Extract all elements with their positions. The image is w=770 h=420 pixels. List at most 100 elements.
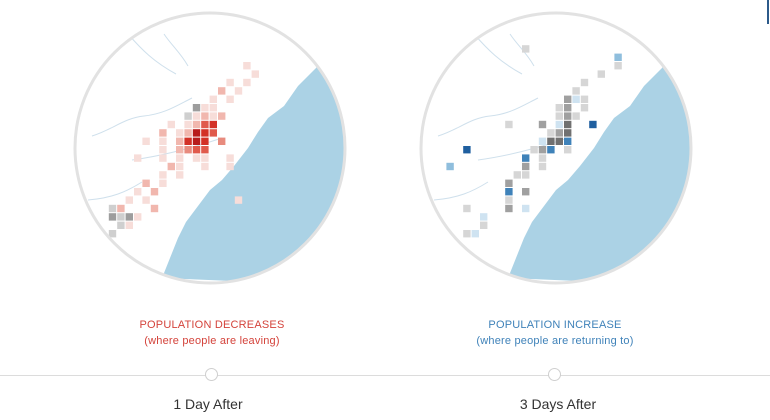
population-cell (134, 213, 142, 221)
population-cell (209, 112, 217, 120)
ocean-area (162, 13, 345, 283)
population-cell (505, 188, 513, 196)
timeline-step-3-days[interactable] (548, 368, 561, 381)
population-cell (218, 87, 226, 95)
population-cell (192, 129, 201, 137)
population-cell (159, 146, 167, 154)
population-cell (572, 112, 580, 120)
population-cell (572, 95, 580, 103)
population-cell (209, 104, 217, 112)
population-cell (505, 179, 513, 187)
population-cell (547, 129, 555, 137)
population-cell (226, 78, 234, 87)
timeline-track (0, 375, 770, 376)
population-cell (234, 87, 243, 95)
population-cell (480, 213, 488, 221)
population-cell (184, 137, 192, 145)
population-cell (176, 154, 184, 162)
population-cell (505, 204, 513, 213)
circular-map (73, 11, 347, 285)
river-line (87, 181, 143, 201)
population-cell (564, 146, 572, 154)
population-cell (505, 196, 513, 204)
population-cell (159, 171, 167, 179)
population-cell (142, 179, 150, 187)
population-cell (108, 204, 117, 213)
population-cell (471, 230, 479, 238)
population-cell (522, 171, 530, 179)
population-cell (555, 120, 563, 129)
river-line (163, 33, 189, 67)
population-cell (192, 120, 201, 129)
population-cell (201, 154, 209, 162)
population-cell (184, 112, 192, 120)
population-cell (522, 45, 530, 53)
population-cell (480, 221, 488, 229)
population-cell (159, 129, 167, 137)
population-cell (117, 204, 125, 213)
population-cell (142, 196, 150, 204)
population-cell (125, 213, 133, 221)
caption-subtitle: (where people are returning to) (476, 335, 634, 347)
step-label-3-days[interactable]: 3 Days After (519, 396, 597, 412)
population-cell (555, 112, 563, 120)
river-line (433, 181, 489, 201)
population-cell (134, 188, 142, 196)
caption-title: POPULATION INCREASE (488, 319, 622, 331)
population-cell (226, 154, 234, 162)
population-cell (538, 137, 547, 145)
population-cell (159, 179, 167, 187)
population-cell (209, 129, 217, 137)
population-cell (201, 104, 209, 112)
population-cell (589, 120, 597, 129)
population-cell (614, 53, 622, 61)
population-cell (201, 137, 209, 145)
population-cell (580, 95, 589, 103)
population-cell (522, 188, 530, 196)
map-border (73, 11, 347, 285)
population-cell (234, 196, 243, 204)
population-cell (159, 137, 167, 145)
river-line (91, 97, 193, 137)
population-cell (192, 112, 201, 120)
population-cell (580, 78, 589, 87)
population-cell (176, 171, 184, 179)
population-cell (446, 162, 454, 171)
population-cell (176, 146, 184, 154)
population-cell (176, 129, 184, 137)
population-cell (555, 129, 563, 137)
population-cell (192, 137, 201, 145)
population-cell (597, 70, 605, 78)
population-cell (167, 162, 175, 171)
population-cell (564, 137, 572, 145)
population-cell (184, 146, 192, 154)
population-cell (167, 120, 175, 129)
step-label-1-day[interactable]: 1 Day After (173, 396, 243, 412)
edge-indicator (767, 0, 769, 24)
population-cell (201, 162, 209, 171)
population-cell (614, 62, 622, 70)
population-cell (108, 213, 117, 221)
population-cell (538, 146, 547, 154)
population-cell (564, 104, 572, 112)
population-cell (117, 221, 125, 229)
population-cell (513, 171, 521, 179)
map-day1 (72, 10, 348, 286)
population-cell (201, 120, 209, 129)
caption-title: POPULATION DECREASES (139, 319, 285, 331)
population-cell (555, 104, 563, 112)
timeline-step-1-day[interactable] (205, 368, 218, 381)
population-cell (134, 154, 142, 162)
population-cell (150, 204, 159, 213)
population-cell (192, 154, 201, 162)
population-cell (159, 154, 167, 162)
population-cell (150, 188, 159, 196)
population-cell (522, 162, 530, 171)
population-cell (530, 146, 538, 154)
population-cell (251, 70, 259, 78)
population-cell (117, 213, 125, 221)
population-cell (125, 221, 133, 229)
population-cell (125, 196, 133, 204)
population-cell (108, 230, 117, 238)
population-cell (522, 204, 530, 213)
